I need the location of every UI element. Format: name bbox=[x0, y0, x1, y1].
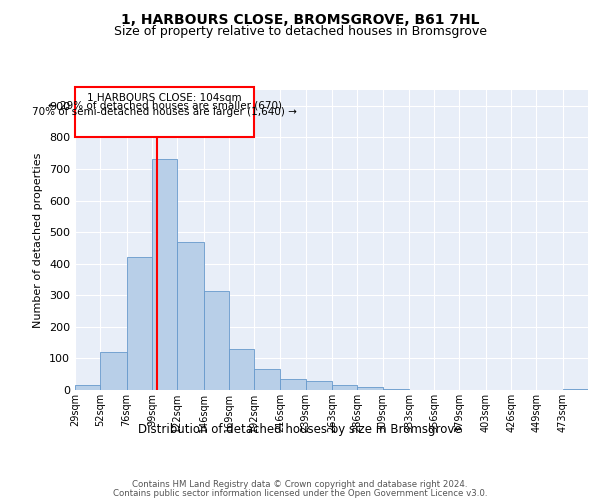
Text: Contains public sector information licensed under the Open Government Licence v3: Contains public sector information licen… bbox=[113, 489, 487, 498]
Text: Distribution of detached houses by size in Bromsgrove: Distribution of detached houses by size … bbox=[138, 422, 462, 436]
Bar bbox=[358, 388, 383, 390]
Bar bbox=[177, 242, 203, 390]
FancyBboxPatch shape bbox=[75, 87, 254, 138]
Text: Contains HM Land Registry data © Crown copyright and database right 2024.: Contains HM Land Registry data © Crown c… bbox=[132, 480, 468, 489]
Bar bbox=[254, 370, 280, 390]
Bar bbox=[332, 386, 358, 390]
Bar bbox=[127, 258, 152, 390]
Text: 70% of semi-detached houses are larger (1,640) →: 70% of semi-detached houses are larger (… bbox=[32, 107, 297, 117]
Bar bbox=[75, 386, 100, 390]
Bar bbox=[229, 349, 254, 390]
Text: ← 29% of detached houses are smaller (670): ← 29% of detached houses are smaller (67… bbox=[47, 100, 281, 110]
Text: 1 HARBOURS CLOSE: 104sqm: 1 HARBOURS CLOSE: 104sqm bbox=[87, 93, 242, 103]
Bar bbox=[100, 352, 127, 390]
Y-axis label: Number of detached properties: Number of detached properties bbox=[34, 152, 43, 328]
Bar bbox=[152, 160, 177, 390]
Text: Size of property relative to detached houses in Bromsgrove: Size of property relative to detached ho… bbox=[113, 25, 487, 38]
Text: 1, HARBOURS CLOSE, BROMSGROVE, B61 7HL: 1, HARBOURS CLOSE, BROMSGROVE, B61 7HL bbox=[121, 12, 479, 26]
Bar bbox=[305, 380, 332, 390]
Bar bbox=[203, 290, 229, 390]
Bar bbox=[280, 379, 305, 390]
